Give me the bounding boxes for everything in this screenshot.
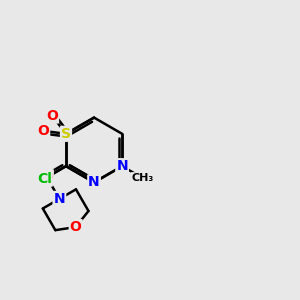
Text: N: N — [88, 176, 100, 189]
Text: CH₃: CH₃ — [131, 173, 154, 183]
Text: O: O — [37, 124, 49, 138]
Text: O: O — [46, 109, 58, 123]
Text: Cl: Cl — [37, 172, 52, 186]
Text: O: O — [41, 170, 53, 184]
Text: N: N — [116, 159, 128, 173]
Text: O: O — [70, 220, 82, 234]
Text: N: N — [54, 192, 65, 206]
Text: S: S — [61, 127, 71, 141]
